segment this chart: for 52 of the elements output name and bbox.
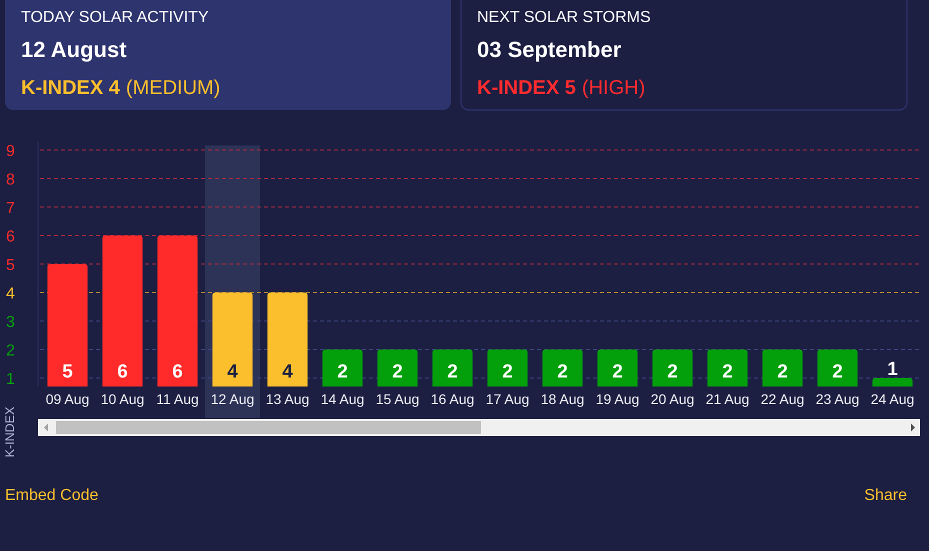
text: NEXT SOLAR STORMS	[477, 9, 651, 26]
data-label: 2	[832, 362, 843, 382]
data-label: 2	[392, 362, 403, 382]
x-tick-label: 21 Aug	[706, 391, 750, 407]
data-label: 2	[667, 362, 678, 382]
text: (MEDIUM)	[126, 77, 220, 99]
x-tick-label: 18 Aug	[540, 391, 584, 407]
y-tick-label: 4	[6, 285, 15, 302]
text: 03 September	[477, 37, 622, 62]
x-tick-label: 17 Aug	[486, 391, 530, 407]
text: K-INDEX 4	[21, 77, 121, 99]
data-label: 2	[612, 362, 623, 382]
x-tick-label: 14 Aug	[320, 391, 364, 407]
y-tick-label: 7	[6, 200, 15, 218]
x-tick-label: 15 Aug	[376, 391, 420, 407]
data-label: 2	[722, 362, 733, 382]
data-label: 2	[557, 362, 568, 382]
data-label: 5	[62, 362, 74, 382]
data-label: 6	[117, 362, 128, 382]
y-tick-label: 2	[6, 342, 15, 360]
x-tick-label: 09 Aug	[46, 391, 90, 407]
data-label: 2	[337, 362, 348, 382]
y-tick-label: 3	[6, 314, 15, 331]
x-tick-label: 23 Aug	[816, 391, 860, 407]
y-axis-title: K-INDEX	[3, 406, 17, 458]
x-tick-label: 19 Aug	[596, 391, 640, 407]
data-label: 1	[887, 358, 898, 380]
text: Share	[864, 487, 908, 504]
data-label: 4	[282, 362, 294, 382]
x-tick-label: 13 Aug	[266, 391, 310, 407]
y-tick-label: 8	[6, 172, 15, 189]
data-label: 4	[227, 362, 238, 382]
x-tick-label: 11 Aug	[156, 391, 199, 407]
data-label: 2	[447, 362, 458, 382]
x-tick-label: 24 Aug	[870, 391, 914, 407]
text: K-INDEX 5	[477, 77, 576, 99]
text: TODAY SOLAR ACTIVITY	[21, 9, 209, 26]
y-tick-label: 6	[6, 228, 15, 246]
text: (HIGH)	[582, 77, 646, 99]
x-tick-label: 12 Aug	[210, 391, 254, 407]
text: 12 August	[21, 37, 128, 62]
x-tick-label: 16 Aug	[430, 391, 474, 407]
data-label: 6	[172, 362, 183, 382]
x-tick-label: 10 Aug	[100, 391, 144, 407]
y-tick-label: 5	[6, 257, 15, 274]
y-tick-label: 9	[6, 143, 15, 160]
x-tick-label: 22 Aug	[760, 391, 804, 407]
text: Embed Code	[5, 487, 98, 504]
data-label: 2	[502, 362, 513, 382]
x-tick-label: 20 Aug	[650, 391, 694, 407]
y-tick-label: 1	[6, 370, 15, 388]
data-label: 2	[777, 362, 788, 382]
